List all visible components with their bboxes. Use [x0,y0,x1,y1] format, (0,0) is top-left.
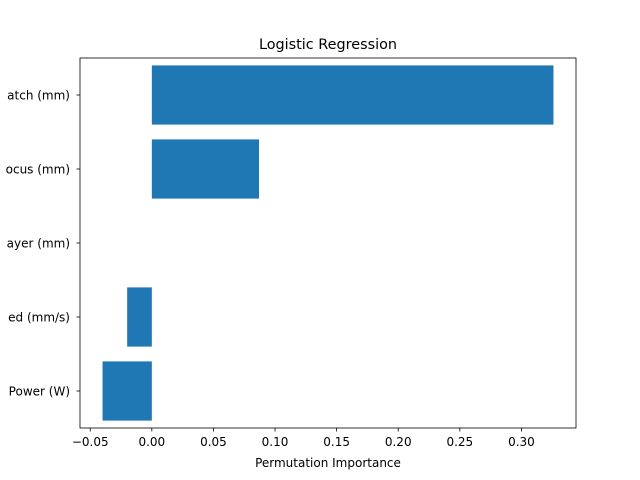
bar [102,361,152,421]
y-axis: atch (mm) ocus (mm) ayer (mm) ed (mm/s) Powe… [6,89,80,399]
x-axis-label: Permutation Importance [255,456,401,470]
bar [127,287,152,347]
y-tick-label: ed (mm/s) [8,311,70,325]
x-tick-label: −0.05 [72,435,109,449]
bars [102,65,554,421]
x-tick-label: 0.00 [138,435,165,449]
x-tick-label: 0.15 [323,435,350,449]
x-tick-label: 0.10 [262,435,289,449]
x-tick-label: 0.20 [385,435,412,449]
x-tick-label: 0.30 [508,435,535,449]
bar [151,139,260,199]
y-tick-label: ayer (mm) [7,237,70,251]
x-tick-label: 0.05 [200,435,227,449]
y-tick-label: atch (mm) [7,89,70,103]
x-axis: −0.05 0.00 0.05 0.10 0.15 0.20 0.25 0.30 [72,428,535,449]
bar [151,65,554,125]
chart-title: Logistic Regression [259,37,397,53]
y-tick-label: Power (W) [9,385,70,399]
x-tick-label: 0.25 [446,435,473,449]
y-tick-label: ocus (mm) [6,163,70,177]
